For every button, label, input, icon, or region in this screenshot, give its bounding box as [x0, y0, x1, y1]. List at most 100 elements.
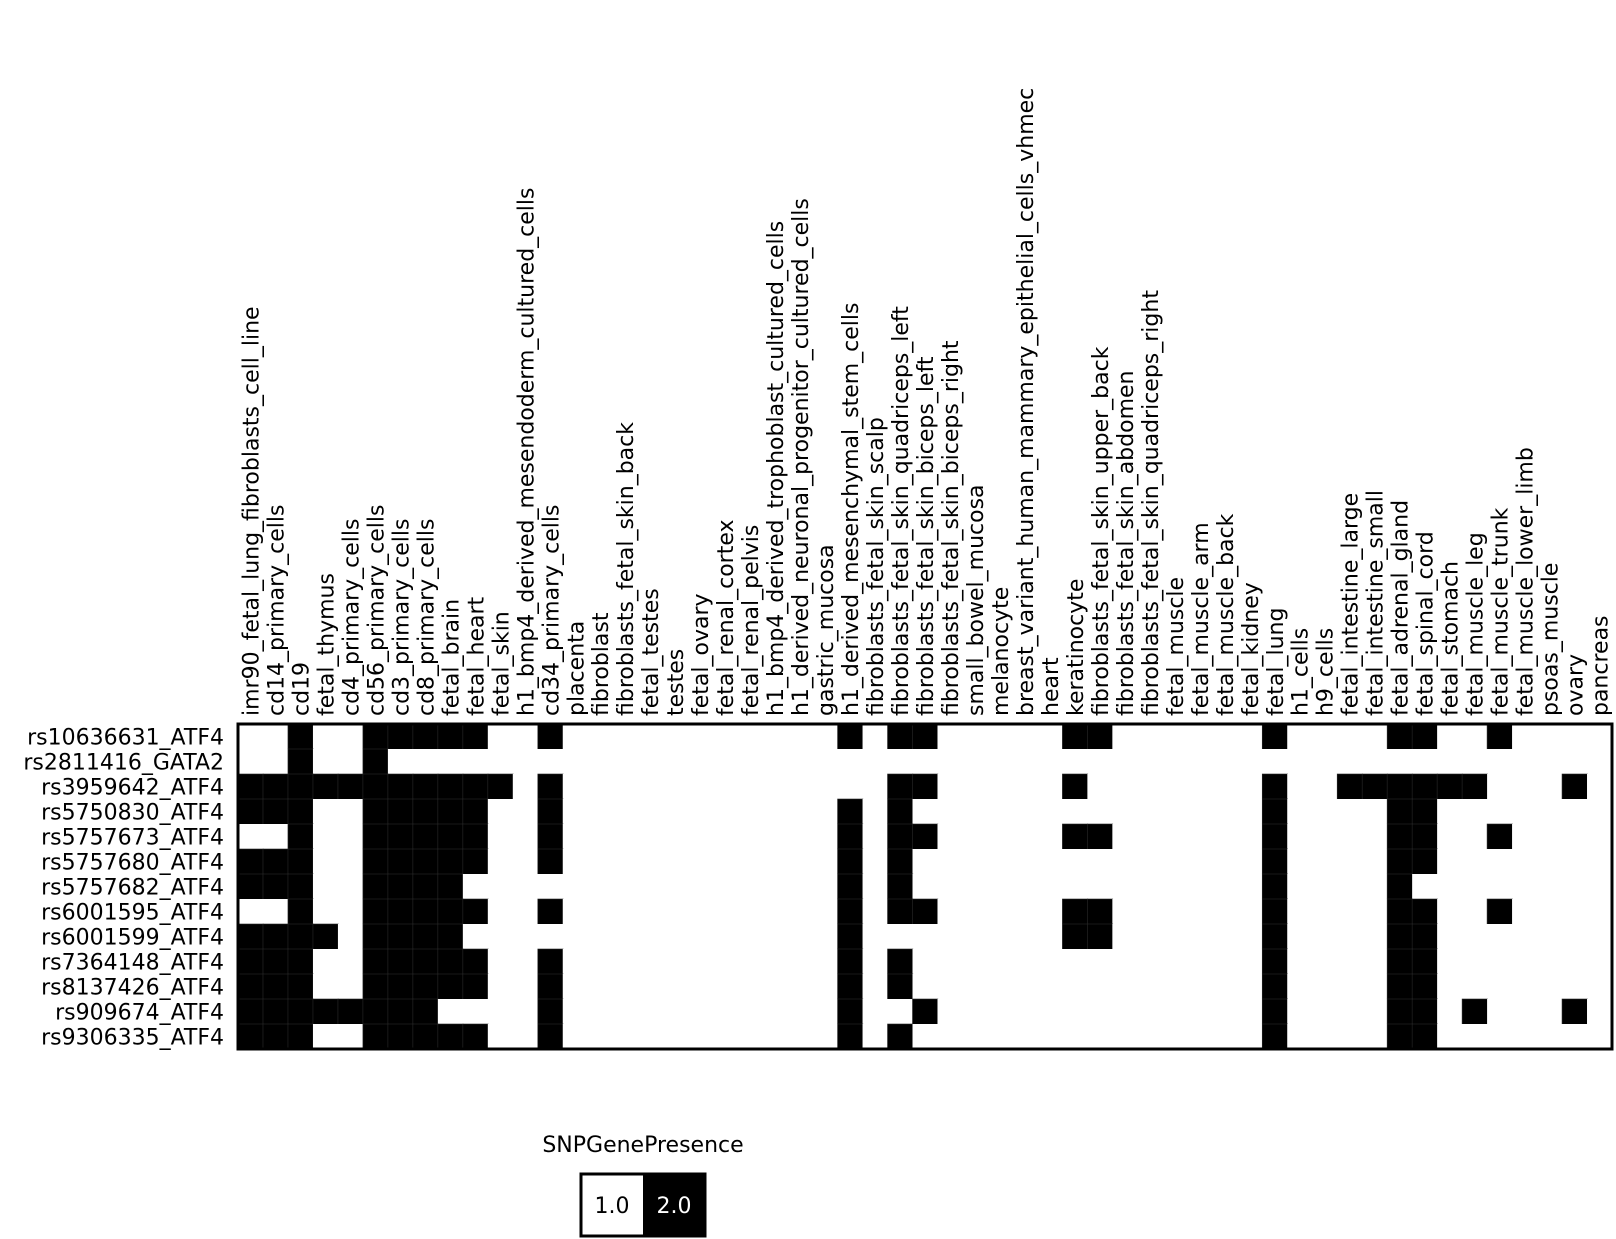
heatmap-cell	[287, 923, 314, 950]
heatmap-cell	[837, 848, 864, 875]
heatmap-cell	[712, 899, 739, 925]
heatmap-cell	[1337, 724, 1363, 750]
heatmap-cell	[837, 749, 863, 775]
heatmap-cell	[1137, 799, 1163, 825]
heatmap-cell	[1587, 824, 1613, 850]
heatmap-cell	[1312, 774, 1338, 800]
heatmap-cell	[412, 848, 439, 875]
heatmap-cell	[312, 998, 339, 1025]
heatmap-cell	[1287, 799, 1313, 825]
heatmap-cell	[262, 899, 289, 925]
heatmap-cell	[1237, 899, 1263, 925]
heatmap-cell	[237, 973, 264, 1000]
heatmap-cell	[812, 724, 838, 750]
heatmap-cell	[1037, 874, 1063, 900]
heatmap-cell	[462, 874, 489, 900]
heatmap-cell	[912, 949, 938, 975]
heatmap-cell	[937, 924, 963, 950]
heatmap-cell	[1437, 949, 1463, 975]
heatmap-cell	[462, 798, 489, 825]
heatmap-cell	[1137, 724, 1163, 750]
heatmap-cell	[362, 948, 389, 975]
heatmap-cell	[912, 998, 939, 1025]
heatmap-cell	[1087, 949, 1113, 975]
heatmap-cell	[662, 1024, 689, 1050]
heatmap-cell	[1411, 773, 1438, 800]
heatmap-cell	[1187, 824, 1213, 850]
column-label: fetal_muscle_lower_limb	[1514, 447, 1539, 716]
column-label: fetal_renal_cortex	[714, 519, 739, 716]
column-label: fibroblasts_fetal_skin_scalp	[864, 417, 889, 716]
heatmap-cell	[1386, 798, 1413, 825]
heatmap-cell	[1537, 949, 1563, 975]
column-label: fetal_kidney	[1239, 582, 1264, 716]
heatmap-cell	[737, 949, 764, 975]
heatmap-cell	[712, 874, 739, 900]
heatmap-cell	[1012, 749, 1038, 775]
heatmap-cell	[887, 723, 914, 750]
heatmap-cell	[637, 1024, 664, 1050]
heatmap-cell	[537, 898, 564, 925]
row-label: rs3959642_ATF4	[41, 776, 224, 801]
heatmap-cell	[637, 749, 664, 775]
heatmap-cell	[862, 749, 888, 775]
heatmap-cell	[1187, 874, 1213, 900]
heatmap-cell	[987, 799, 1013, 825]
heatmap-cell	[1187, 799, 1213, 825]
heatmap-cell	[1187, 974, 1213, 1000]
heatmap-cell	[937, 899, 963, 925]
heatmap-cell	[462, 723, 489, 750]
heatmap-cell	[437, 773, 464, 800]
heatmap-cell	[587, 749, 614, 775]
heatmap-cell	[237, 848, 264, 875]
heatmap-cell	[662, 774, 689, 800]
heatmap-cell	[1037, 974, 1063, 1000]
heatmap-cell	[1462, 849, 1488, 875]
heatmap-cell	[562, 1024, 589, 1050]
heatmap-cell	[1112, 774, 1138, 800]
heatmap-cell	[837, 998, 864, 1025]
heatmap-cell	[562, 999, 589, 1025]
heatmap-cell	[1312, 749, 1338, 775]
heatmap-cell	[1537, 924, 1563, 950]
heatmap-cell	[1062, 923, 1089, 950]
heatmap-cell	[362, 823, 389, 850]
heatmap-cell	[987, 974, 1013, 1000]
heatmap-cell	[637, 774, 664, 800]
heatmap-cell	[1512, 799, 1538, 825]
heatmap-cell	[1362, 799, 1388, 825]
heatmap-cell	[487, 999, 514, 1025]
heatmap-cell	[337, 724, 364, 750]
heatmap-cell	[1137, 749, 1163, 775]
heatmap-cell	[737, 999, 764, 1025]
heatmap-cell	[662, 949, 689, 975]
heatmap-cell	[337, 899, 364, 925]
heatmap-cell	[737, 974, 764, 1000]
column-label: fetal_lung	[1264, 608, 1289, 716]
heatmap-cell	[912, 849, 938, 875]
heatmap-cell	[337, 974, 364, 1000]
heatmap-cell	[1287, 749, 1313, 775]
heatmap-cell	[237, 998, 264, 1025]
heatmap-cell	[1562, 899, 1588, 925]
heatmap-cell	[1537, 899, 1563, 925]
heatmap-cell	[937, 949, 963, 975]
heatmap-cell	[987, 724, 1013, 750]
heatmap-cell	[662, 999, 689, 1025]
column-label: pancreas	[1589, 615, 1614, 716]
heatmap-cell	[312, 949, 339, 975]
heatmap-cell	[1212, 999, 1238, 1025]
heatmap-cell	[587, 874, 614, 900]
heatmap-cell	[1212, 924, 1238, 950]
heatmap-cell	[962, 774, 988, 800]
heatmap-cell	[1537, 774, 1563, 800]
heatmap-cell	[712, 999, 739, 1025]
heatmap-cell	[512, 824, 539, 850]
heatmap-cell	[1362, 724, 1388, 750]
heatmap-cell	[238, 724, 264, 750]
heatmap-cell	[1062, 849, 1088, 875]
heatmap-cell	[762, 999, 788, 1025]
column-label: fetal_adrenal_gland	[1389, 500, 1414, 716]
heatmap-cell	[237, 798, 264, 825]
